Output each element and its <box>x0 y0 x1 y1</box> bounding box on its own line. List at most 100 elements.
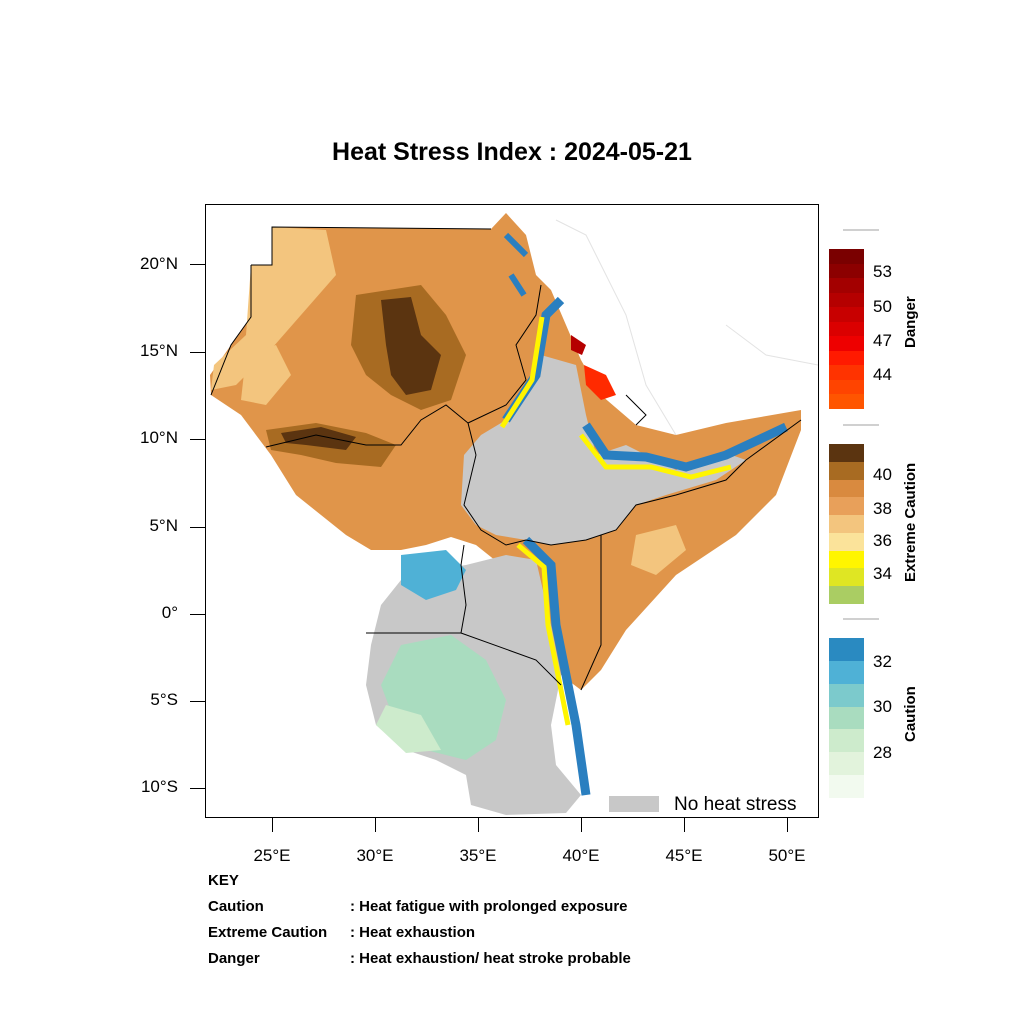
legend-swatch <box>829 752 864 776</box>
key-heading: KEY <box>208 872 239 889</box>
legend-swatch <box>829 706 864 730</box>
region-north-light-orange <box>211 227 336 390</box>
lat-tick-mark <box>190 439 205 440</box>
lat-tick-label: 0° <box>161 603 178 622</box>
lon-tick-label: 30°E <box>356 846 394 865</box>
legend-swatch <box>829 568 864 587</box>
key-row: Danger : Heat exhaustion/ heat stroke pr… <box>208 946 631 972</box>
legend-caution-value: 30 <box>873 697 892 716</box>
legend-swatch <box>829 638 864 661</box>
lon-tick-mark <box>478 818 479 832</box>
legend-danger-value: 50 <box>873 297 892 316</box>
lat-tick-mark <box>190 264 205 265</box>
lon-tick-mark <box>375 818 376 832</box>
region-kordofan-dark <box>281 427 356 450</box>
lat-tick-mark <box>190 614 205 615</box>
legend-swatch <box>829 379 864 395</box>
legend-swatch <box>829 660 864 684</box>
lat-tick-label: 5°N <box>149 516 178 535</box>
country-borders <box>210 226 802 691</box>
lon-tick-mark <box>684 818 685 832</box>
key-term: Caution <box>208 898 264 915</box>
legend-swatch <box>829 249 864 264</box>
heat-stress-map[interactable] <box>206 205 818 817</box>
lon-tick-mark <box>581 818 582 832</box>
lon-tick-label: 40°E <box>562 846 600 865</box>
region-somalia-light <box>631 525 686 575</box>
arabia-coastline <box>725 324 818 366</box>
legend-swatch <box>829 683 864 707</box>
legend-swatch <box>829 307 864 322</box>
legend-swatch <box>829 350 864 366</box>
lat-tick-mark <box>190 701 205 702</box>
legend-caution-value: 32 <box>873 652 892 671</box>
legend-separator <box>843 229 879 231</box>
legend-danger-value: 47 <box>873 331 892 350</box>
key-block: KEY Caution : Heat fatigue with prolonge… <box>208 868 631 972</box>
map-panel[interactable] <box>205 204 819 818</box>
band-highland-yellow <box>499 316 732 726</box>
region-highlands-grey <box>461 355 746 545</box>
region-tanzania-light <box>376 705 441 753</box>
legend-swatch <box>829 461 864 480</box>
legend-swatch <box>829 263 864 279</box>
key-term: Extreme Caution <box>208 924 328 941</box>
legend-swatch <box>829 497 864 516</box>
key-row: Extreme Caution : Heat exhaustion <box>208 920 631 946</box>
legend-swatch <box>829 394 864 409</box>
band-lake-victoria-blue <box>401 550 466 600</box>
lat-tick-label: 10°N <box>140 428 178 447</box>
legend-extreme-value: 38 <box>873 499 892 518</box>
lat-tick-label: 15°N <box>140 341 178 360</box>
key-description: : Heat exhaustion <box>350 924 476 941</box>
legend-swatch <box>829 729 864 753</box>
legend-caution-title: Caution <box>902 686 919 742</box>
legend-swatch <box>829 532 864 551</box>
lon-tick-label: 50°E <box>768 846 806 865</box>
no-heat-stress-label: No heat stress <box>674 794 797 815</box>
legend-caution-bar <box>829 638 864 798</box>
legend-swatch <box>829 550 864 569</box>
key-term: Danger <box>208 950 260 967</box>
legend-extreme-value: 34 <box>873 564 892 583</box>
lon-tick-mark <box>787 818 788 832</box>
legend-danger-title: Danger <box>902 296 919 348</box>
region-darfur-light <box>241 345 291 405</box>
lat-tick-label: 5°S <box>150 690 178 709</box>
lon-tick-mark <box>272 818 273 832</box>
legend-extreme-value: 40 <box>873 465 892 484</box>
legend-swatch <box>829 292 864 308</box>
map-title: Heat Stress Index : 2024-05-21 <box>332 138 692 166</box>
lon-tick-label: 45°E <box>665 846 703 865</box>
lon-tick-label: 35°E <box>459 846 497 865</box>
legend-extreme-value: 36 <box>873 531 892 550</box>
region-danakil-darkred <box>571 335 586 355</box>
key-description: : Heat exhaustion/ heat stroke probable <box>350 950 631 967</box>
legend-danger-value: 44 <box>873 365 892 384</box>
legend-swatch <box>829 586 864 604</box>
legend-extreme-bar <box>829 444 864 604</box>
legend-swatch <box>829 365 864 380</box>
key-row: Caution : Heat fatigue with prolonged ex… <box>208 894 631 920</box>
legend-extreme-title: Extreme Caution <box>902 462 919 582</box>
region-danakil-red <box>584 365 616 400</box>
legend-swatch <box>829 321 864 337</box>
key-description: : Heat fatigue with prolonged exposure <box>350 898 628 915</box>
legend-separator <box>843 424 879 426</box>
legend-swatch <box>829 479 864 498</box>
legend-caution-value: 28 <box>873 743 892 762</box>
lat-tick-label: 10°S <box>140 777 178 796</box>
region-sahara-dark-brown <box>381 297 441 395</box>
lat-tick-label: 20°N <box>140 254 178 273</box>
lat-tick-mark <box>190 527 205 528</box>
legend-swatch <box>829 775 864 798</box>
legend-swatch <box>829 336 864 351</box>
legend-separator <box>843 618 879 620</box>
legend-swatch <box>829 278 864 293</box>
lat-tick-mark <box>190 788 205 789</box>
lat-tick-mark <box>190 352 205 353</box>
lon-tick-label: 25°E <box>253 846 291 865</box>
legend-swatch <box>829 444 864 462</box>
legend-danger-bar <box>829 249 864 409</box>
legend-swatch <box>829 515 864 533</box>
